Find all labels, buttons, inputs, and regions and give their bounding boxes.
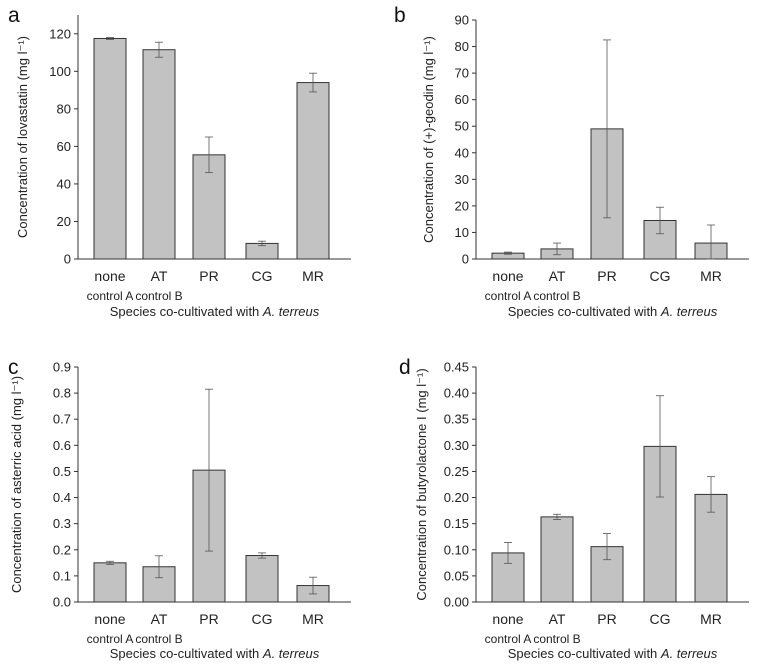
y-tick-label: 0.3 <box>53 516 71 531</box>
y-tick-label: 0.40 <box>444 386 469 401</box>
bar-mr <box>296 82 330 260</box>
y-tick-label: 20 <box>455 198 469 213</box>
y-tick-label: 0 <box>462 252 469 267</box>
y-tick-label: 0.05 <box>444 568 469 583</box>
x-category-label: PR <box>597 611 616 627</box>
y-tick-label: 70 <box>455 66 469 81</box>
chart-panel-a: a 0 20 40 60 80 100 120 none control A AT control B… <box>8 4 351 319</box>
x-category-label: none <box>492 268 523 284</box>
x-axis-label: Species co-cultivated with A. terreus <box>110 646 320 661</box>
y-tick-label: 60 <box>455 92 469 107</box>
x-category-label: PR <box>199 611 218 627</box>
x-category-label: AT <box>151 611 168 627</box>
x-axis-label: Species co-cultivated with A. terreus <box>508 646 718 661</box>
x-category-label: AT <box>151 268 168 284</box>
y-tick-label: 0.15 <box>444 516 469 531</box>
x-axis-label: Species co-cultivated with A. terreus <box>110 304 320 319</box>
y-tick-label: 0.8 <box>53 386 71 401</box>
y-tick-label: 50 <box>455 119 469 134</box>
chart-panel-b: b 0 10 20 30 40 50 60 70 80 90 none control A AT contr… <box>394 4 749 319</box>
x-category-sublabel: control A <box>485 289 532 303</box>
x-category-label: none <box>94 268 125 284</box>
chart-panel-c: c 0.0 0.1 0.2 0.3 0.4 0.5 0.6 0.7 0.8 0.9 none contr… <box>8 356 351 661</box>
panel-letter: d <box>399 356 411 379</box>
y-tick-label: 0.4 <box>53 490 71 505</box>
y-tick-label: 0.6 <box>53 438 71 453</box>
x-category-sublabel: control A <box>87 289 134 303</box>
x-category-label: none <box>94 611 125 627</box>
y-axis-label: Concentration of asterric acid (mg l⁻¹) <box>9 376 24 593</box>
x-category-label: PR <box>199 268 218 284</box>
y-tick-label: 0.00 <box>444 595 469 610</box>
y-tick-label: 0.45 <box>444 360 469 375</box>
y-tick-label: 0.2 <box>53 542 71 557</box>
y-axis-label: Concentration of butyrolactone I (mg l⁻¹… <box>414 368 429 600</box>
bar-at <box>540 516 574 603</box>
x-category-label: AT <box>549 611 566 627</box>
y-tick-label: 30 <box>455 172 469 187</box>
y-tick-label: 60 <box>57 139 71 154</box>
y-tick-label: 100 <box>49 64 71 79</box>
y-tick-label: 90 <box>455 13 469 28</box>
y-tick-label: 0.0 <box>53 595 71 610</box>
panel-letter: c <box>8 356 19 379</box>
x-category-label: CG <box>252 611 273 627</box>
bar-cg <box>245 555 279 603</box>
x-category-sublabel: control A <box>87 632 134 646</box>
y-tick-label: 0.20 <box>444 490 469 505</box>
y-tick-label: 0.30 <box>444 438 469 453</box>
y-tick-label: 20 <box>57 214 71 229</box>
panel-letter: b <box>394 4 406 27</box>
y-tick-label: 120 <box>49 26 71 41</box>
x-category-label: AT <box>549 268 566 284</box>
x-category-label: none <box>492 611 523 627</box>
y-tick-label: 80 <box>455 39 469 54</box>
panel-letter: a <box>8 4 20 27</box>
x-category-label: CG <box>252 268 273 284</box>
x-category-label: MR <box>302 268 324 284</box>
x-category-sublabel: control B <box>135 632 182 646</box>
y-axis-label: Concentration of (+)-geodin (mg l⁻¹) <box>421 36 436 243</box>
y-tick-label: 0.35 <box>444 412 469 427</box>
y-tick-label: 0.1 <box>53 568 71 583</box>
y-tick-label: 80 <box>57 101 71 116</box>
bar-none <box>93 37 127 260</box>
x-category-sublabel: control A <box>485 632 532 646</box>
chart-panel-d: d 0.00 0.05 0.10 0.15 0.20 0.25 0.30 0.35 0.40 0.4… <box>399 356 749 661</box>
x-category-label: MR <box>302 611 324 627</box>
y-tick-label: 0.5 <box>53 464 71 479</box>
bar-at <box>142 49 176 260</box>
y-tick-label: 0.10 <box>444 542 469 557</box>
bar-none <box>93 562 127 603</box>
y-axis-label: Concentration of lovastatin (mg l⁻¹) <box>15 36 30 238</box>
x-category-sublabel: control B <box>533 289 580 303</box>
y-tick-label: 0.7 <box>53 412 71 427</box>
y-tick-label: 10 <box>455 225 469 240</box>
y-tick-label: 0.25 <box>444 464 469 479</box>
x-axis-label: Species co-cultivated with A. terreus <box>508 304 718 319</box>
x-category-label: PR <box>597 268 616 284</box>
x-category-label: MR <box>700 611 722 627</box>
y-tick-label: 40 <box>57 176 71 191</box>
bar-cg <box>643 445 677 603</box>
y-tick-label: 40 <box>455 145 469 160</box>
y-tick-label: 0.9 <box>53 360 71 375</box>
y-tick-label: 0 <box>64 252 71 267</box>
x-category-label: MR <box>700 268 722 284</box>
x-category-label: CG <box>650 268 671 284</box>
x-category-sublabel: control B <box>533 632 580 646</box>
x-category-sublabel: control B <box>135 289 182 303</box>
x-category-label: CG <box>650 611 671 627</box>
